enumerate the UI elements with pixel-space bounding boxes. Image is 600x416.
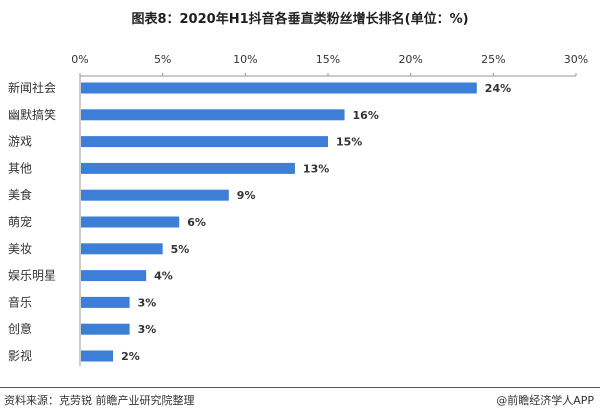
category-label: 美妆 <box>8 242 32 256</box>
x-tick-label: 10% <box>233 53 257 66</box>
category-label: 娱乐明星 <box>8 269 56 283</box>
bar <box>81 189 229 201</box>
source-note: 资料来源：克劳锐 前瞻产业研究院整理 <box>4 394 195 407</box>
category-label: 游戏 <box>8 135 32 149</box>
category-label: 美食 <box>8 187 32 202</box>
category-label: 幽默搞笑 <box>8 107 56 122</box>
x-tick-label: 20% <box>398 53 422 66</box>
bar <box>81 109 345 121</box>
data-label: 4% <box>154 270 173 283</box>
category-label: 新闻社会 <box>8 80 56 95</box>
data-label: 6% <box>187 216 206 229</box>
bar <box>81 323 130 335</box>
bar <box>81 162 295 174</box>
category-label: 萌宠 <box>8 214 32 229</box>
data-label: 3% <box>138 323 157 336</box>
bar <box>81 136 328 148</box>
footer: 资料来源：克劳锐 前瞻产业研究院整理 @前瞻经济学人APP <box>0 387 600 412</box>
data-label: 13% <box>303 162 329 175</box>
bar-chart: 0% 5% 10% 15% 20% 25% 30% 新闻社会 24% 幽默搞笑 16% 游戏 15% 其他… <box>8 53 588 366</box>
brand-credit: @前瞻经济学人APP <box>496 394 594 407</box>
data-label: 24% <box>485 82 511 95</box>
x-tick-label: 5% <box>154 53 171 66</box>
bar <box>81 270 147 282</box>
category-label: 其他 <box>8 161 32 175</box>
data-label: 3% <box>138 296 157 309</box>
data-label: 5% <box>171 243 190 256</box>
bar <box>81 350 114 362</box>
category-label: 影视 <box>8 348 32 363</box>
data-label: 2% <box>121 350 140 363</box>
data-label: 16% <box>353 109 379 122</box>
bar <box>81 243 163 255</box>
data-label: 9% <box>237 189 256 202</box>
x-tick-label: 25% <box>481 53 505 66</box>
bar <box>81 216 180 228</box>
chart-title: 图表8：2020年H1抖音各垂直类粉丝增长排名(单位：%) <box>131 12 469 27</box>
category-label: 音乐 <box>8 294 32 309</box>
category-label: 创意 <box>8 321 32 336</box>
x-tick-label: 0% <box>71 53 88 66</box>
x-tick-label: 15% <box>316 53 340 66</box>
data-label: 15% <box>336 136 362 149</box>
bar <box>81 82 477 94</box>
bar <box>81 296 130 308</box>
x-tick-label: 30% <box>564 53 588 66</box>
